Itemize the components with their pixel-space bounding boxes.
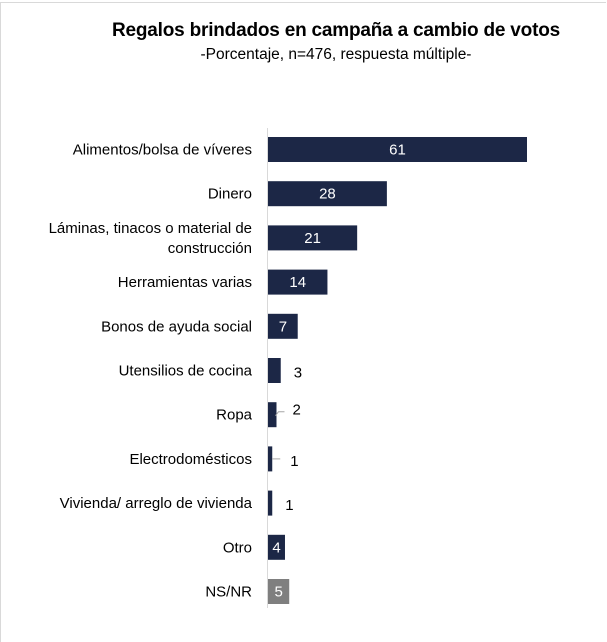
bar — [268, 181, 387, 207]
bar — [268, 358, 281, 383]
data-label: 14 — [289, 274, 306, 291]
category-label: Láminas, tinacos o material de construcci… — [49, 220, 252, 257]
chart-title: Regalos brindados en campaña a cambio de… — [112, 20, 560, 41]
category-label: Ropa — [216, 407, 253, 424]
data-label: 61 — [389, 142, 406, 159]
data-label: 1 — [290, 453, 298, 470]
category-label: Bonos de ayuda social — [101, 318, 252, 335]
bar — [268, 137, 527, 162]
bar — [268, 446, 273, 472]
bar — [268, 269, 328, 295]
bar — [268, 225, 358, 251]
data-label: 4 — [272, 539, 280, 556]
category-label: Otro — [223, 539, 252, 556]
bar — [268, 313, 298, 339]
chart-subtitle: -Porcentaje, n=476, respuesta múltiple- — [200, 46, 472, 63]
data-label: 1 — [285, 497, 293, 514]
category-label: NS/NR — [205, 584, 252, 601]
bar-chart: Alimentos/bolsa de víveres 61 Dinero 28 Lámi… — [49, 128, 527, 608]
leader-line — [275, 411, 285, 417]
data-label: 21 — [304, 230, 321, 247]
data-label: 7 — [279, 318, 287, 335]
data-label: 3 — [294, 365, 302, 382]
data-label: 28 — [319, 186, 336, 203]
category-label: Alimentos/bolsa de víveres — [73, 142, 252, 159]
category-label: Herramientas varias — [118, 274, 252, 291]
bar — [268, 402, 277, 428]
bar — [268, 490, 273, 516]
bar — [268, 579, 290, 604]
bar — [268, 534, 285, 560]
data-label: 2 — [292, 402, 300, 419]
category-label: Dinero — [208, 186, 252, 203]
data-label: 5 — [274, 584, 282, 601]
category-label: Electrodomésticos — [129, 451, 252, 468]
category-label: Vivienda/ arreglo de vivienda — [60, 495, 253, 512]
category-label: Utensilios de cocina — [119, 363, 253, 380]
